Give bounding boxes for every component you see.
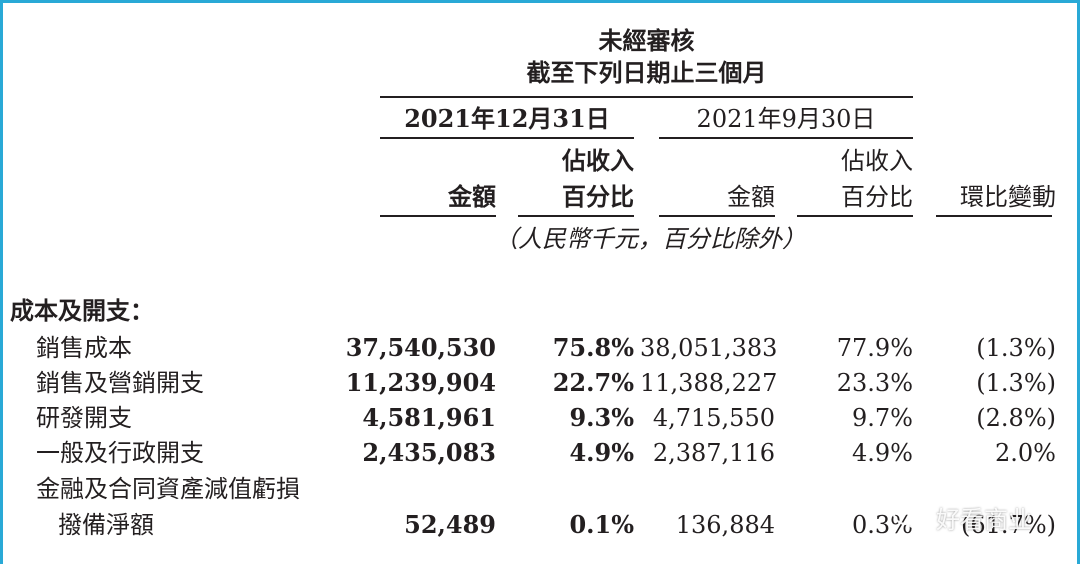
cell-cur-amount: 4,581,961: [362, 403, 496, 432]
row-label-line1: 金融及合同資產減值虧損: [36, 475, 300, 503]
cell-prior-amount: 136,884: [675, 511, 775, 539]
col-amount-prior: 金額: [727, 183, 775, 211]
cell-prior-pct: 77.9%: [836, 334, 913, 362]
col-pct-current-l1: 佔收入: [562, 146, 634, 175]
cell-cur-pct: 75.8%: [552, 333, 634, 362]
header-period-caption: 截至下列日期止三個月: [526, 58, 767, 87]
cell-change: (2.8%): [976, 404, 1056, 432]
period-current: 2021年12月31日: [404, 104, 610, 133]
section-title: 成本及開支：: [10, 296, 154, 325]
header-unaudited: 未經審核: [598, 26, 695, 55]
col-divider-3: [659, 215, 775, 217]
cell-prior-amount: 2,387,116: [652, 439, 775, 467]
header-divider: [380, 96, 913, 98]
cell-change: (1.3%): [976, 369, 1056, 397]
period-prior: 2021年9月30日: [696, 105, 876, 133]
row-label: 撥備淨額: [58, 511, 154, 539]
cell-change: (61.7%): [961, 511, 1056, 539]
row-label: 銷售成本: [36, 334, 132, 362]
watermark: 好看商业: [892, 500, 1032, 534]
period-prior-divider: [659, 137, 913, 139]
col-divider-4: [797, 215, 913, 217]
cell-change: 2.0%: [995, 439, 1056, 467]
cell-change: (1.3%): [976, 334, 1056, 362]
col-qoq: 環比變動: [960, 183, 1056, 211]
cell-cur-pct: 9.3%: [569, 403, 634, 432]
cell-cur-amount: 2,435,083: [362, 438, 496, 467]
col-pct-current-l2: 百分比: [562, 182, 634, 211]
watermark-text: 好看商业: [936, 505, 1032, 534]
wechat-icon: [892, 501, 930, 533]
cell-prior-pct: 9.7%: [852, 404, 913, 432]
cell-prior-pct: 23.3%: [836, 369, 913, 397]
col-divider-5: [936, 215, 1052, 217]
period-current-divider: [380, 137, 634, 139]
cell-prior-pct: 0.3%: [852, 511, 913, 539]
col-pct-prior-l1: 佔收入: [841, 147, 913, 175]
cell-prior-amount: 38,051,383: [640, 334, 778, 362]
cell-prior-amount: 11,388,227: [640, 369, 778, 397]
cell-cur-amount: 37,540,530: [345, 333, 496, 362]
row-label: 研發開支: [36, 404, 132, 432]
row-label: 銷售及營銷開支: [36, 369, 204, 397]
cell-cur-pct: 0.1%: [569, 510, 634, 539]
cell-prior-pct: 4.9%: [852, 439, 913, 467]
cell-cur-pct: 4.9%: [569, 438, 634, 467]
col-amount-current: 金額: [448, 182, 496, 211]
row-label: 一般及行政開支: [36, 439, 204, 467]
cell-cur-amount: 52,489: [404, 510, 496, 539]
col-divider-2: [518, 215, 634, 217]
col-pct-prior-l2: 百分比: [841, 183, 913, 211]
col-divider-1: [380, 215, 496, 217]
cell-cur-pct: 22.7%: [552, 368, 634, 397]
unit-note: （人民幣千元，百分比除外）: [494, 225, 806, 253]
cell-cur-amount: 11,239,904: [345, 368, 496, 397]
cell-prior-amount: 4,715,550: [652, 404, 775, 432]
